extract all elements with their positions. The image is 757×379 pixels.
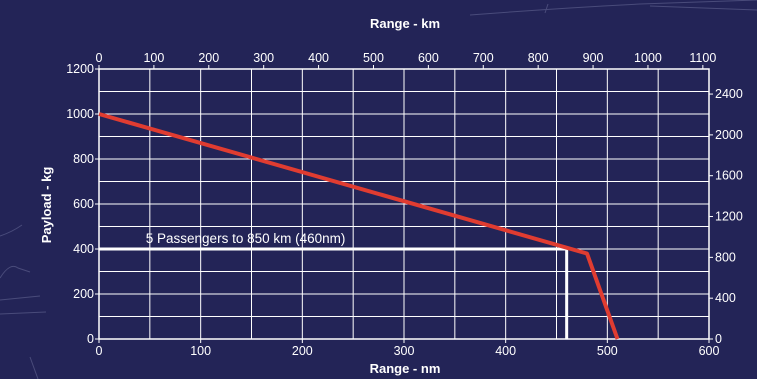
- x-axis-title: Range - nm: [370, 361, 441, 376]
- y-tick-label: 400: [73, 242, 94, 256]
- x2-tick-label: 900: [583, 51, 604, 65]
- x2-tick-label: 1000: [634, 51, 662, 65]
- payload-range-line: [98, 112, 620, 340]
- annotation-label: 5 Passengers to 850 km (460nm): [146, 231, 346, 246]
- x2-axis-title: Range - km: [370, 16, 440, 31]
- x-tick-label: 600: [699, 344, 720, 358]
- y2-tick-label: 2000: [715, 128, 743, 142]
- x2-tick-label: 700: [473, 51, 494, 65]
- x2-tick-label: 100: [143, 51, 164, 65]
- y-tick-label: 0: [87, 332, 94, 346]
- y-axis-title: Payload - kg: [39, 167, 54, 244]
- x-tick-label: 400: [495, 344, 516, 358]
- series-group: [98, 112, 620, 340]
- y-tick-label: 800: [73, 152, 94, 166]
- x2-tick-label: 600: [418, 51, 439, 65]
- y-tick-label: 200: [73, 287, 94, 301]
- x2-tick-label: 500: [363, 51, 384, 65]
- x2-tick-label: 1100: [689, 51, 716, 65]
- x2-tick-label: 300: [253, 51, 274, 65]
- y-tick-label: 600: [73, 197, 94, 211]
- x2-tick-label: 800: [528, 51, 549, 65]
- x-tick-label: 300: [394, 344, 415, 358]
- y2-tick-label: 2400: [715, 87, 743, 101]
- y2-tick-label: 1600: [715, 169, 743, 183]
- x2-tick-label: 0: [96, 51, 103, 65]
- y2-tick-label: 800: [715, 250, 736, 264]
- x-tick-label: 0: [96, 344, 103, 358]
- y-tick-label: 1000: [66, 107, 94, 121]
- y2-tick-label: 400: [715, 291, 736, 305]
- x-tick-label: 100: [190, 344, 211, 358]
- y2-tick-label: 1200: [715, 210, 743, 224]
- x2-tick-label: 400: [308, 51, 329, 65]
- annotation-group: 5 Passengers to 850 km (460nm): [99, 231, 569, 339]
- x2-tick-label: 200: [198, 51, 219, 65]
- x-tick-label: 200: [292, 344, 313, 358]
- y2-tick-label: 0: [715, 332, 722, 346]
- y-tick-label: 1200: [66, 62, 94, 76]
- grid: [98, 68, 710, 340]
- x-tick-label: 500: [597, 344, 618, 358]
